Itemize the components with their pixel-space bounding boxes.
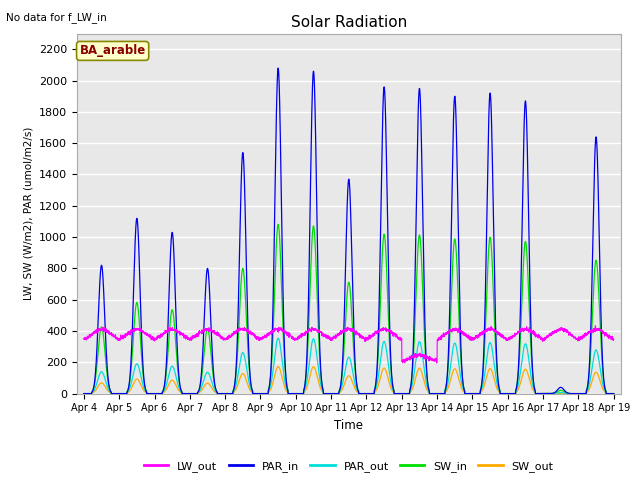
Text: BA_arable: BA_arable <box>79 44 146 58</box>
Title: Solar Radiation: Solar Radiation <box>291 15 407 30</box>
X-axis label: Time: Time <box>334 419 364 432</box>
Text: No data for f_LW_in: No data for f_LW_in <box>6 12 107 23</box>
Y-axis label: LW, SW (W/m2), PAR (umol/m2/s): LW, SW (W/m2), PAR (umol/m2/s) <box>23 127 33 300</box>
Legend: LW_out, PAR_in, PAR_out, SW_in, SW_out: LW_out, PAR_in, PAR_out, SW_in, SW_out <box>140 457 558 477</box>
